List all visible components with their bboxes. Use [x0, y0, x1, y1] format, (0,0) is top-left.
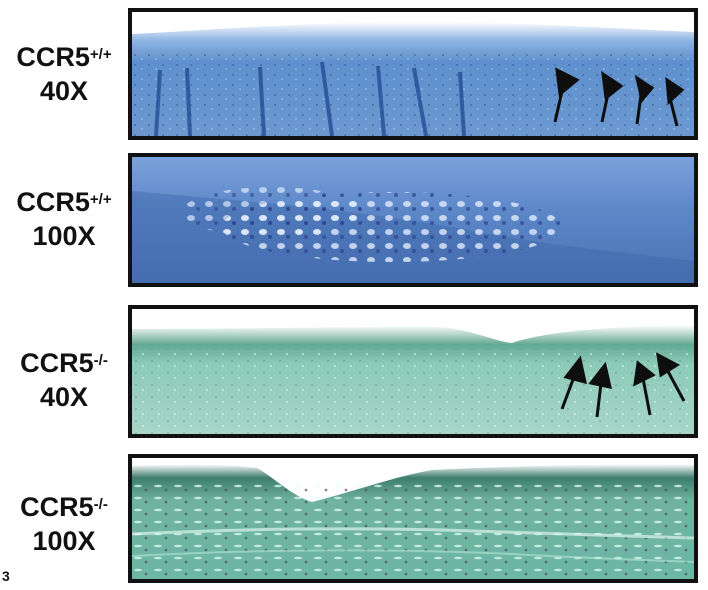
- panel-2-magnification: 100X: [32, 221, 96, 251]
- panel-3-magnification: 40X: [39, 382, 89, 412]
- panel-1-label: CCR5+/+ 40X: [0, 40, 128, 108]
- panel-4-magnification: 100X: [32, 526, 96, 556]
- panel-3-label: CCR5-/- 40X: [0, 346, 128, 414]
- panel-4-superscript: -/-: [93, 496, 108, 513]
- panel-4-micrograph: [128, 454, 698, 583]
- panel-2-genotype: CCR5: [16, 187, 90, 217]
- figure-number: 3: [2, 568, 10, 584]
- panel-3-superscript: -/-: [93, 352, 108, 369]
- panel-1-magnification: 40X: [39, 76, 89, 106]
- panel-3-genotype: CCR5: [20, 348, 94, 378]
- panel-1-genotype: CCR5: [16, 42, 90, 72]
- panel-3-micrograph: [128, 305, 698, 438]
- panel-2-micrograph: [128, 153, 698, 287]
- panel-1-micrograph: [128, 8, 698, 140]
- panel-2-label: CCR5+/+ 100X: [0, 185, 128, 253]
- panel-1-superscript: +/+: [89, 46, 112, 63]
- panel-2-superscript: +/+: [89, 191, 112, 208]
- panel-4-genotype: CCR5: [20, 492, 94, 522]
- panel-4-label: CCR5-/- 100X: [0, 490, 128, 558]
